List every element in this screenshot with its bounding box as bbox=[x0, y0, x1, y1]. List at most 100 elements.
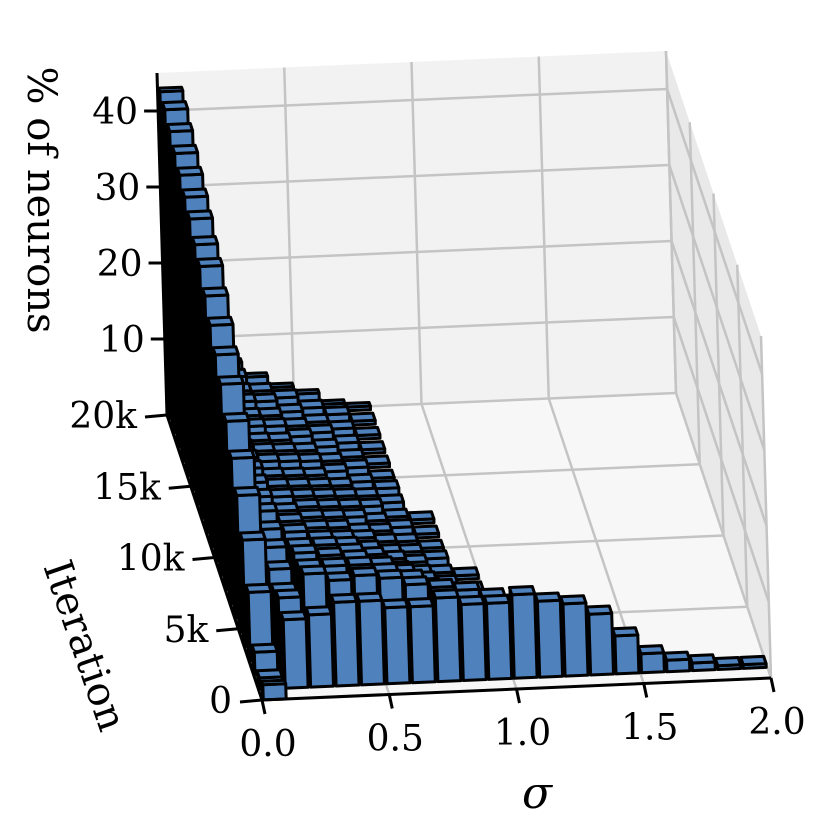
bar-front-face bbox=[639, 651, 666, 675]
x-tick-label: 1.5 bbox=[621, 708, 678, 749]
bar-top-face bbox=[637, 644, 666, 656]
x-axis-label: σ bbox=[522, 768, 554, 815]
x-tick-mark bbox=[387, 694, 394, 709]
bars-group bbox=[157, 85, 768, 702]
bar bbox=[431, 588, 463, 684]
bar-top-face bbox=[160, 100, 190, 112]
bar bbox=[329, 592, 361, 688]
bar-top-face bbox=[216, 374, 245, 386]
y-tick-mark bbox=[144, 413, 168, 419]
bar-top-face bbox=[264, 559, 294, 571]
grid-line bbox=[712, 193, 725, 536]
grid-line bbox=[672, 316, 770, 603]
bar-top-face bbox=[293, 388, 321, 396]
bar-top-face bbox=[244, 582, 273, 594]
bar bbox=[713, 656, 743, 671]
bar bbox=[279, 610, 310, 690]
grid-line bbox=[160, 163, 670, 189]
bar-top-face bbox=[275, 512, 305, 524]
bar-top-face bbox=[584, 604, 614, 616]
bar-top-face bbox=[426, 577, 456, 589]
bar-top-face bbox=[320, 556, 349, 568]
x-tick-label: 1.0 bbox=[494, 713, 551, 754]
bar-top-face bbox=[195, 256, 225, 268]
bar-front-face bbox=[332, 599, 361, 688]
bar-top-face bbox=[482, 593, 511, 605]
bar-top-face bbox=[611, 626, 640, 638]
grid-line bbox=[164, 315, 674, 341]
bar bbox=[380, 598, 412, 686]
y-tick-mark bbox=[216, 627, 239, 633]
bar bbox=[559, 594, 590, 678]
tick-labels: 0.0 0.5 1.0 1.5 2.0 0 5k 10k 15k 20k 10 20 30 40 bbox=[69, 92, 805, 765]
bar-top-face bbox=[355, 591, 384, 603]
bar-top-face bbox=[739, 654, 768, 667]
bar-top-face bbox=[431, 588, 460, 600]
bar-front-face bbox=[613, 633, 641, 676]
bar-top-face bbox=[559, 594, 588, 606]
bar-front-face bbox=[307, 612, 335, 689]
x-tick-mark bbox=[642, 683, 649, 698]
bar-top-face bbox=[451, 566, 480, 578]
bar-top-face bbox=[345, 555, 374, 567]
bar bbox=[406, 597, 437, 685]
grid-line bbox=[665, 88, 764, 375]
bar bbox=[304, 605, 335, 689]
bar-top-face bbox=[260, 678, 288, 687]
bar-front-face bbox=[485, 600, 514, 681]
grid-line bbox=[688, 122, 701, 465]
bar-top-face bbox=[407, 510, 436, 522]
bar-top-face bbox=[267, 381, 295, 389]
bar bbox=[344, 401, 372, 413]
bar-top-face bbox=[329, 592, 358, 604]
bar-top-face bbox=[250, 642, 279, 654]
bar-top-face bbox=[280, 522, 309, 534]
bar-top-face bbox=[350, 566, 379, 578]
z-tick-label: 30 bbox=[94, 168, 140, 209]
grid-line bbox=[736, 264, 749, 607]
bar-top-face bbox=[406, 597, 435, 609]
bar-top-face bbox=[324, 570, 353, 582]
bar-front-face bbox=[433, 595, 463, 684]
bar-top-face bbox=[372, 479, 401, 491]
z-axis-line bbox=[155, 72, 169, 416]
x-tick-label: 0.0 bbox=[239, 724, 296, 765]
y-tick-mark bbox=[168, 484, 191, 490]
z-tick-label: 40 bbox=[92, 92, 138, 133]
bar-top-face bbox=[211, 345, 240, 357]
bar-front-face bbox=[587, 611, 615, 677]
bar-top-face bbox=[222, 411, 251, 423]
bar-top-face bbox=[170, 143, 200, 155]
bar-top-face bbox=[289, 543, 319, 555]
bar-top-face bbox=[180, 187, 210, 199]
bar-top-face bbox=[165, 122, 195, 134]
bar-top-face bbox=[533, 591, 562, 603]
z-tick-label: 20 bbox=[97, 244, 143, 285]
bar-top-face bbox=[452, 580, 481, 592]
grid-line bbox=[537, 56, 550, 399]
y-tick-label: 10k bbox=[117, 539, 186, 580]
bar-front-face bbox=[408, 604, 437, 685]
grid-line bbox=[759, 335, 773, 679]
bar bbox=[457, 594, 488, 682]
bar-top-face bbox=[206, 315, 235, 327]
bar-top-face bbox=[319, 398, 347, 406]
bar-front-face bbox=[383, 605, 412, 686]
bar-front-face bbox=[459, 602, 488, 682]
x-tick-mark bbox=[260, 699, 267, 715]
bar-top-face bbox=[255, 668, 284, 680]
bar-top-face bbox=[227, 448, 256, 460]
bar-front-face bbox=[261, 682, 288, 702]
bar-top-face bbox=[315, 546, 344, 558]
bar bbox=[637, 644, 666, 675]
y-tick-label: 5k bbox=[164, 610, 210, 651]
bar-top-face bbox=[688, 653, 717, 665]
y-tick-label: 20k bbox=[69, 396, 138, 437]
bar-top-face bbox=[457, 594, 486, 606]
bar-top-face bbox=[507, 585, 537, 597]
grid-line bbox=[158, 87, 668, 113]
bar-top-face bbox=[190, 235, 220, 247]
y-tick-mark bbox=[192, 556, 215, 561]
bar bbox=[482, 593, 514, 681]
